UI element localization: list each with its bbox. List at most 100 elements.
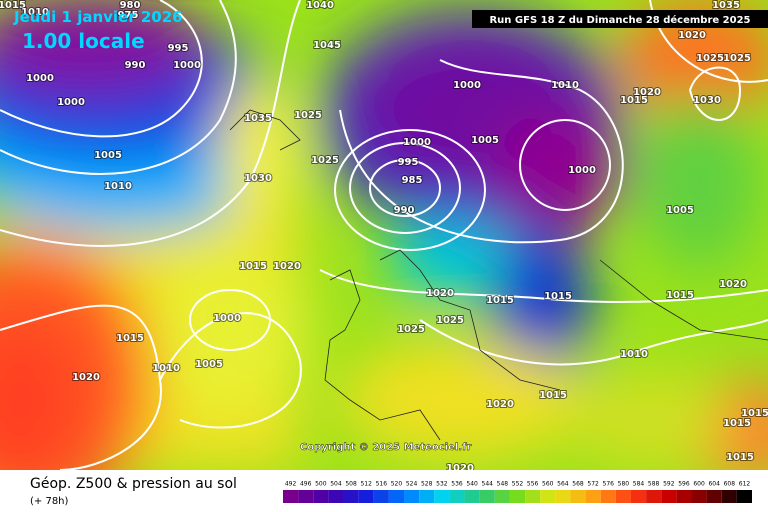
isobar-label: 1015 (0, 0, 26, 11)
scale-swatch (313, 490, 329, 503)
scale-label: 584 (633, 481, 645, 488)
scale-swatch (343, 490, 359, 503)
scale-label: 536 (451, 481, 463, 488)
isobar-label: 1010 (152, 363, 180, 374)
scale-swatch (298, 490, 314, 503)
isobar-label: 1015 (620, 95, 648, 106)
color-scale: 492 496 500 504 508 512 516 520 524 528 532 536 540 5… (283, 481, 752, 503)
scale-label: 548 (497, 481, 509, 488)
scale-label: 592 (663, 481, 675, 488)
isobar-label: 1020 (678, 30, 706, 41)
scale-swatch (464, 490, 480, 503)
isobar-label: 1020 (273, 261, 301, 272)
isobar-label: 1010 (551, 80, 579, 91)
scale-swatch (419, 490, 435, 503)
scale-swatch (721, 490, 737, 503)
coastlines (229, 109, 768, 441)
scale-swatch (494, 490, 510, 503)
isobar-label: 1040 (306, 0, 334, 11)
isobar-label: 1025 (294, 110, 322, 121)
isobar-label: 1000 (173, 60, 201, 71)
scale-swatch (600, 490, 616, 503)
scale-swatch (479, 490, 495, 503)
scale-label: 556 (527, 481, 539, 488)
scale-swatch (736, 490, 752, 503)
copyright: Copyright © 2025 Meteociel.fr (300, 442, 471, 453)
scale-swatch (615, 490, 631, 503)
isobar-label: 1010 (620, 349, 648, 360)
isobar-label: 1005 (666, 205, 694, 216)
scale-label: 580 (618, 481, 630, 488)
scale-swatch (540, 490, 556, 503)
scale-label: 600 (693, 481, 705, 488)
isobar-label: 1015 (741, 408, 768, 419)
scale-label: 596 (678, 481, 690, 488)
scale-label: 508 (345, 481, 357, 488)
scale-swatch (404, 490, 420, 503)
isobar-label: 975 (118, 10, 139, 21)
isobar-label: 1020 (72, 372, 100, 383)
scale-swatch (525, 490, 541, 503)
isobar-label: 1030 (693, 95, 721, 106)
isobar-label: 985 (402, 175, 423, 186)
scale-swatch (630, 490, 647, 503)
isobar-label: 1025 (696, 53, 724, 64)
isobar-label: 1035 (712, 0, 740, 11)
isobar-label: 1010 (104, 181, 132, 192)
scale-swatch (706, 490, 722, 503)
isobar-label: 1015 (723, 418, 751, 429)
isobar-label: 1015 (239, 261, 267, 272)
scale-swatch (570, 490, 586, 503)
isobar-label: 995 (168, 43, 189, 54)
scale-label: 504 (330, 481, 342, 488)
isobar-label: 990 (125, 60, 146, 71)
scale-swatch (676, 490, 692, 503)
scale-label: 500 (315, 481, 327, 488)
scale-label: 560 (542, 481, 554, 488)
scale-label: 496 (300, 481, 312, 488)
scale-swatch (388, 490, 405, 503)
scale-label: 552 (512, 481, 524, 488)
isobar-label: 1005 (471, 135, 499, 146)
isobar-label: 1000 (453, 80, 481, 91)
scale-swatch (585, 490, 601, 503)
scale-label: 604 (708, 481, 720, 488)
scale-swatch (373, 490, 389, 503)
scale-label: 520 (391, 481, 403, 488)
footer-title: Géop. Z500 & pression au sol (30, 476, 237, 492)
scale-label: 564 (557, 481, 569, 488)
lead-time: (+ 78h) (30, 496, 69, 507)
isobars (0, 0, 768, 470)
isobar-label: 1015 (544, 291, 572, 302)
scale-label: 516 (376, 481, 388, 488)
isobar-label: 990 (394, 205, 415, 216)
isobar-label: 1045 (313, 40, 341, 51)
valid-time: 1.00 locale (22, 29, 145, 53)
scale-swatch (555, 490, 571, 503)
isobar-label: 1005 (94, 150, 122, 161)
scale-swatch (691, 490, 707, 503)
isobar-label: 1020 (486, 399, 514, 410)
scale-label: 512 (360, 481, 372, 488)
scale-swatch (358, 490, 374, 503)
scale-swatch (328, 490, 344, 503)
scale-swatch (283, 490, 299, 503)
isobar-label: 1025 (397, 324, 425, 335)
isobar-label: 1020 (633, 87, 661, 98)
scale-label: 572 (587, 481, 599, 488)
isobar-label: 1000 (213, 313, 241, 324)
isobar-label: 1005 (195, 359, 223, 370)
scale-label: 588 (648, 481, 660, 488)
isobar-label: 980 (120, 0, 141, 11)
isobar-label: 1035 (244, 113, 272, 124)
scale-swatch (661, 490, 677, 503)
scale-label: 608 (724, 481, 736, 488)
isobar-label: 1020 (446, 463, 474, 474)
scale-label: 524 (406, 481, 418, 488)
scale-swatch (509, 490, 526, 503)
isobar-label: 1000 (26, 73, 54, 84)
run-banner (472, 10, 768, 28)
